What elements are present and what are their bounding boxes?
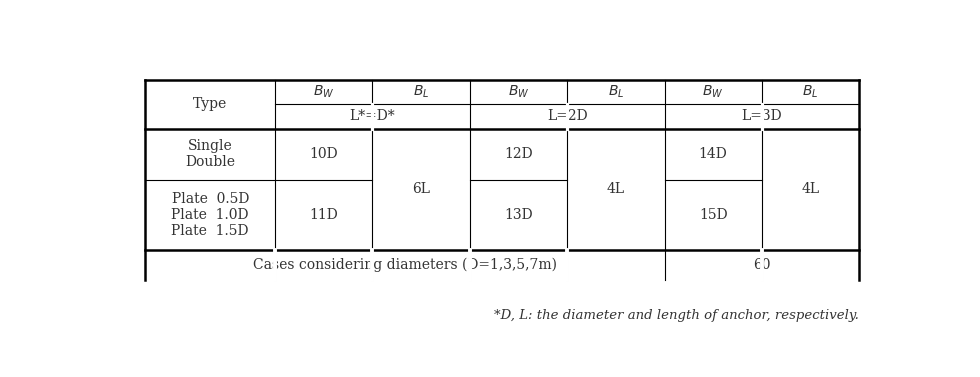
Text: 14D: 14D bbox=[699, 147, 727, 161]
Text: 15D: 15D bbox=[699, 208, 727, 222]
Text: Single
Double: Single Double bbox=[185, 139, 235, 170]
Text: 6L: 6L bbox=[413, 182, 430, 196]
Text: $B_L$: $B_L$ bbox=[413, 84, 429, 100]
Text: $B_W$: $B_W$ bbox=[313, 84, 334, 100]
Text: L*=D*: L*=D* bbox=[350, 109, 395, 123]
Text: $B_L$: $B_L$ bbox=[608, 84, 624, 100]
Text: 12D: 12D bbox=[504, 147, 533, 161]
Text: 4L: 4L bbox=[802, 182, 819, 196]
Text: Cases considering diameters (D=1,3,5,7m): Cases considering diameters (D=1,3,5,7m) bbox=[253, 258, 557, 272]
Text: $B_L$: $B_L$ bbox=[803, 84, 818, 100]
Text: 13D: 13D bbox=[504, 208, 533, 222]
Text: L=3D: L=3D bbox=[742, 109, 782, 123]
Text: *D, L: the diameter and length of anchor, respectively.: *D, L: the diameter and length of anchor… bbox=[494, 309, 859, 322]
Text: Type: Type bbox=[193, 97, 227, 111]
Text: 60: 60 bbox=[753, 258, 770, 272]
Text: $B_W$: $B_W$ bbox=[703, 84, 724, 100]
Text: 10D: 10D bbox=[310, 147, 338, 161]
Text: $B_W$: $B_W$ bbox=[508, 84, 529, 100]
Text: 4L: 4L bbox=[607, 182, 625, 196]
Text: 11D: 11D bbox=[310, 208, 338, 222]
Text: L=2D: L=2D bbox=[547, 109, 587, 123]
Text: Plate  0.5D
Plate  1.0D
Plate  1.5D: Plate 0.5D Plate 1.0D Plate 1.5D bbox=[172, 192, 249, 238]
